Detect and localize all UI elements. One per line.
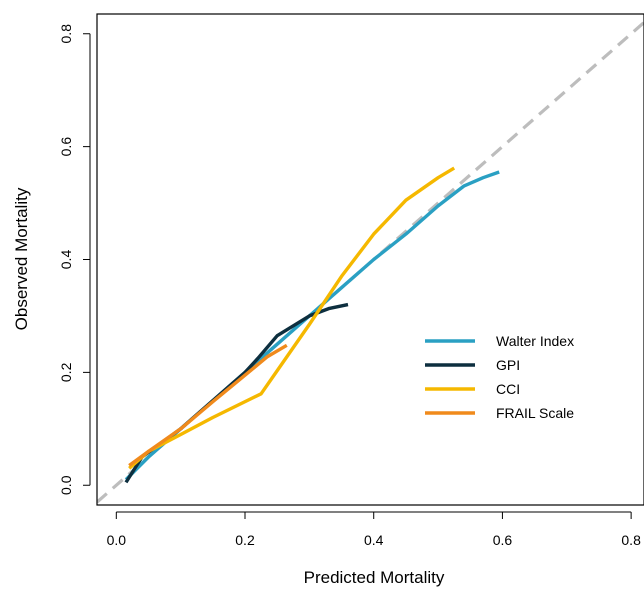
legend-label-walter-index: Walter Index bbox=[496, 333, 574, 349]
x-tick-label: 0.6 bbox=[493, 532, 513, 548]
x-axis: 0.0 0.2 0.4 0.6 0.8 bbox=[107, 511, 641, 548]
x-tick-label: 0.0 bbox=[107, 532, 127, 548]
x-axis-title: Predicted Mortality bbox=[304, 568, 445, 587]
x-tick-label: 0.4 bbox=[364, 532, 384, 548]
legend-label-cci: CCI bbox=[496, 381, 520, 397]
legend: Walter Index GPI CCI FRAIL Scale bbox=[425, 333, 574, 421]
legend-label-gpi: GPI bbox=[496, 357, 520, 373]
x-tick-label: 0.2 bbox=[235, 532, 255, 548]
series-layer bbox=[97, 21, 644, 504]
y-tick-label: 0.4 bbox=[58, 250, 74, 270]
series-line-cci bbox=[128, 166, 456, 470]
series-line-gpi bbox=[124, 302, 349, 484]
y-tick-label: 0.2 bbox=[58, 362, 74, 382]
y-axis-title: Observed Mortality bbox=[12, 187, 31, 330]
series-line-frail-scale bbox=[128, 343, 288, 467]
y-axis: 0.0 0.2 0.4 0.6 0.8 bbox=[58, 24, 91, 495]
y-tick-label: 0.8 bbox=[58, 24, 74, 44]
y-tick-label: 0.6 bbox=[58, 137, 74, 157]
x-tick-label: 0.8 bbox=[621, 532, 641, 548]
plot-frame bbox=[96, 13, 644, 506]
legend-label-frail-scale: FRAIL Scale bbox=[496, 405, 574, 421]
y-tick-label: 0.0 bbox=[58, 475, 74, 495]
